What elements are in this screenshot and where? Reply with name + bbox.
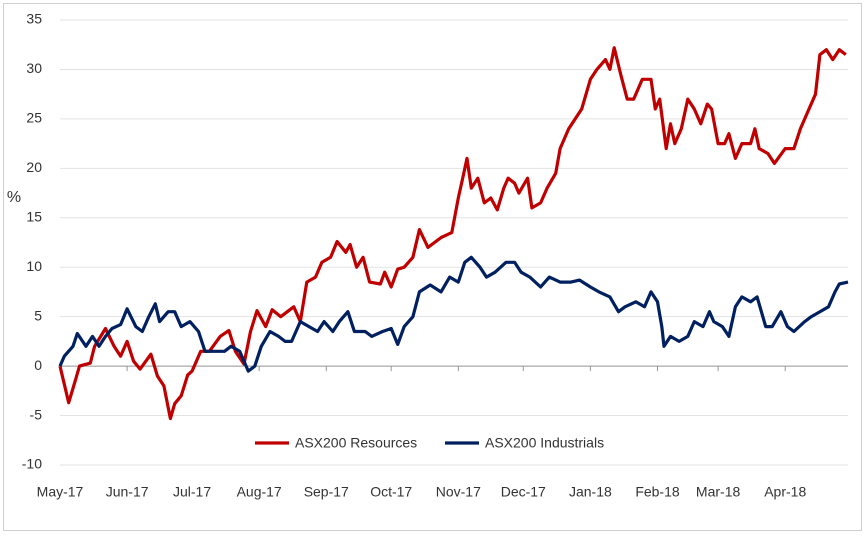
y-tick-label: 15 bbox=[26, 208, 42, 224]
y-tick-label: -10 bbox=[22, 456, 42, 472]
y-tick-label: 35 bbox=[26, 11, 42, 27]
y-tick-label: 0 bbox=[34, 357, 42, 373]
y-tick-label: 5 bbox=[34, 307, 42, 323]
x-tick-label: Jul-17 bbox=[173, 484, 211, 500]
series-line bbox=[58, 46, 847, 421]
legend-label: ASX200 Industrials bbox=[485, 435, 604, 451]
legend-label: ASX200 Resources bbox=[295, 435, 417, 451]
y-tick-label: 10 bbox=[26, 258, 42, 274]
x-tick-label: Apr-18 bbox=[764, 484, 806, 500]
x-tick-label: Nov-17 bbox=[436, 484, 481, 500]
x-tick-label: Jan-18 bbox=[569, 484, 612, 500]
x-tick-label: Feb-18 bbox=[635, 484, 680, 500]
x-tick-label: Mar-18 bbox=[696, 484, 741, 500]
x-tick-label: Jun-17 bbox=[106, 484, 149, 500]
series-line bbox=[58, 255, 849, 373]
x-tick-label: Dec-17 bbox=[501, 484, 546, 500]
y-tick-label: 30 bbox=[26, 60, 42, 76]
y-tick-label: 20 bbox=[26, 159, 42, 175]
y-tick-label: -5 bbox=[30, 406, 43, 422]
x-tick-label: Oct-17 bbox=[370, 484, 412, 500]
x-tick-label: Sep-17 bbox=[304, 484, 349, 500]
x-tick-label: Aug-17 bbox=[237, 484, 282, 500]
y-axis-label: % bbox=[7, 189, 21, 206]
chart-border bbox=[3, 3, 862, 531]
y-tick-label: 25 bbox=[26, 110, 42, 126]
x-tick-label: May-17 bbox=[37, 484, 84, 500]
